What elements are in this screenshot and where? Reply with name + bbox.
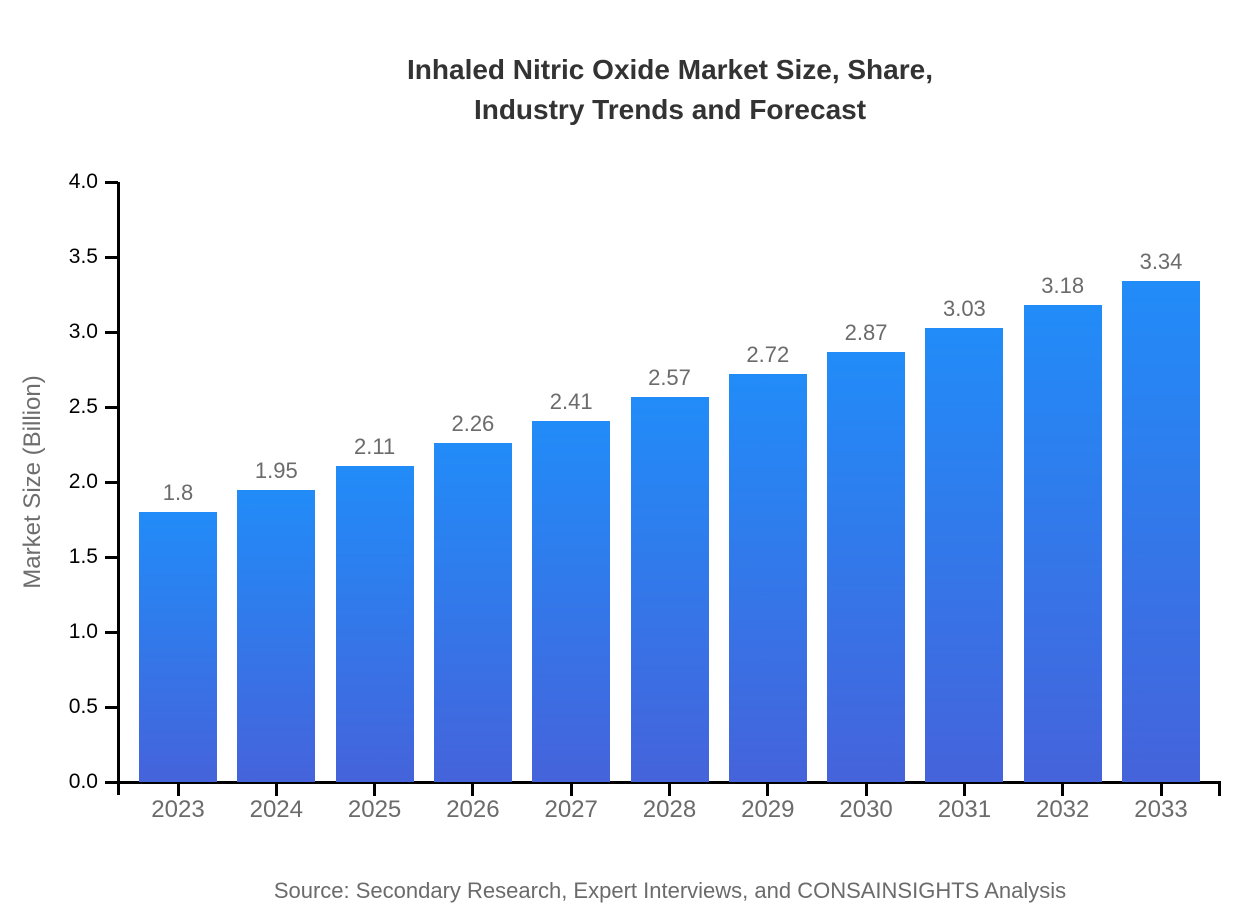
y-tick-label: 0.0	[68, 770, 98, 793]
x-tick-mark	[471, 784, 475, 796]
x-tick-mark	[864, 784, 868, 796]
y-tick-label: 1.0	[68, 620, 98, 643]
bar	[237, 489, 316, 782]
bar	[1023, 305, 1102, 782]
bar	[728, 374, 807, 782]
y-tick-mark	[105, 181, 118, 184]
bar-value-label: 2.72	[746, 342, 790, 367]
y-tick-label: 3.0	[68, 320, 98, 343]
x-tick-label: 2023	[151, 796, 205, 823]
y-tick-mark	[105, 256, 118, 259]
x-tick-mark	[668, 784, 671, 796]
bar-value-label: 2.26	[451, 411, 495, 436]
x-tick-mark	[274, 784, 278, 796]
bar-value-label: 1.8	[162, 480, 194, 505]
bar-value-label: 1.95	[254, 457, 298, 483]
x-tick-label: 2028	[642, 796, 697, 823]
x-tick-mark	[373, 784, 377, 796]
x-tick-mark	[766, 784, 770, 796]
y-tick-mark	[105, 706, 118, 709]
x-axis-end-tick-mark	[1218, 784, 1221, 796]
bar	[532, 420, 611, 782]
bar	[139, 512, 217, 782]
y-tick-mark	[105, 631, 118, 634]
x-tick-label: 2031	[937, 796, 992, 823]
bar-value-label: 3.03	[942, 295, 986, 321]
bar-value-label: 2.57	[648, 364, 691, 390]
bar	[925, 327, 1004, 782]
chart-title-line-2: Industry Trends and Forecast	[473, 94, 867, 125]
y-tick-label: 4.0	[68, 170, 98, 193]
bar	[630, 396, 709, 782]
x-tick-mark	[1061, 784, 1065, 796]
bar	[335, 465, 414, 782]
x-tick-label: 2025	[347, 796, 402, 823]
y-tick-mark	[105, 331, 118, 334]
y-tick-mark	[105, 406, 118, 409]
bar-value-label: 3.18	[1041, 273, 1085, 298]
x-tick-label: 2024	[249, 796, 303, 823]
y-tick-mark	[105, 556, 118, 559]
x-tick-mark	[569, 784, 573, 796]
bar-value-label: 2.11	[354, 433, 396, 459]
x-axis-line	[117, 781, 1221, 784]
x-tick-label: 2032	[1035, 796, 1090, 823]
x-tick-label: 2030	[839, 796, 893, 823]
y-tick-mark	[105, 481, 118, 484]
y-tick-label: 3.5	[68, 245, 98, 268]
x-tick-mark	[962, 784, 966, 796]
y-tick-label: 1.5	[68, 545, 98, 568]
y-tick-mark	[105, 781, 118, 784]
x-tick-label: 2033	[1134, 796, 1188, 823]
y-tick-label: 2.5	[68, 395, 98, 418]
chart-title-line-1: Inhaled Nitric Oxide Market Size, Share,	[407, 54, 933, 85]
y-axis-line	[117, 182, 120, 795]
bar-value-label: 2.41	[549, 388, 593, 414]
bar	[1122, 281, 1200, 782]
bar	[827, 351, 906, 782]
chart-title: Inhaled Nitric Oxide Market Size, Share,…	[80, 50, 1260, 130]
source-note: Source: Secondary Research, Expert Inter…	[273, 878, 1067, 903]
x-tick-label: 2026	[446, 796, 500, 823]
bar-value-label: 3.34	[1139, 249, 1183, 274]
y-tick-label: 0.5	[68, 695, 98, 718]
x-tick-mark	[1159, 784, 1163, 796]
x-tick-label: 2027	[544, 796, 598, 823]
bar-value-label: 2.87	[844, 319, 888, 345]
x-tick-label: 2029	[741, 796, 795, 823]
y-tick-label: 2.0	[68, 470, 98, 493]
bar	[433, 443, 512, 782]
x-tick-mark	[176, 784, 180, 796]
